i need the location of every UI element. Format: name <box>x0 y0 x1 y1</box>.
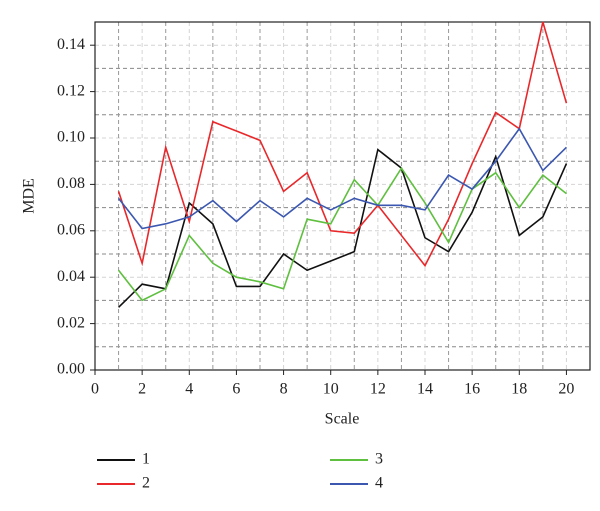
x-tick-label: 20 <box>558 381 574 398</box>
x-tick-label: 0 <box>91 381 99 398</box>
y-tick-label: 0.04 <box>57 268 85 285</box>
y-tick-label: 0.06 <box>57 221 85 238</box>
legend-label: 4 <box>375 475 383 492</box>
x-tick-label: 8 <box>280 381 288 398</box>
series-line <box>118 148 568 308</box>
x-tick-label: 10 <box>323 381 339 398</box>
y-tick-label: 0.10 <box>57 129 85 146</box>
x-axis-label: Scale <box>325 411 360 428</box>
y-tick-label: 0.12 <box>57 82 85 99</box>
y-axis-label: MDE <box>21 178 38 214</box>
series-line <box>117 21 568 268</box>
y-tick-label: 0.14 <box>57 36 85 53</box>
x-tick-label: 12 <box>370 381 386 398</box>
legend-label: 2 <box>142 475 150 492</box>
legend-label: 3 <box>375 451 383 468</box>
series-line <box>117 166 567 302</box>
x-tick-label: 6 <box>232 381 240 398</box>
plot-frame <box>94 21 591 371</box>
y-tick-label: 0.02 <box>57 314 85 331</box>
x-tick-label: 18 <box>511 381 527 398</box>
y-tick-label: 0.08 <box>57 175 85 192</box>
x-tick-label: 4 <box>185 381 193 398</box>
y-tick-label: 0.00 <box>57 361 85 378</box>
x-tick-label: 16 <box>464 381 480 398</box>
legend-label: 1 <box>142 451 150 468</box>
x-tick-label: 14 <box>417 381 433 398</box>
series-line <box>117 127 567 230</box>
x-tick-label: 2 <box>138 381 146 398</box>
